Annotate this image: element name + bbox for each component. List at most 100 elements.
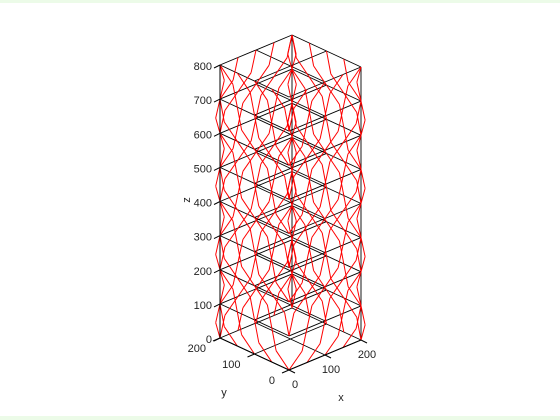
diagonal-member xyxy=(250,186,257,210)
diagonal-member xyxy=(249,296,255,320)
z-axis-tick xyxy=(213,269,221,274)
diagonal-member xyxy=(255,95,262,119)
diagonal-member xyxy=(219,269,234,290)
diagonal-member xyxy=(237,72,252,92)
z-axis-tick-label: 500 xyxy=(194,163,212,175)
diagonal-member xyxy=(242,83,257,104)
diagonal-member xyxy=(287,239,293,259)
diagonal-member xyxy=(271,123,277,147)
diagonal-member xyxy=(215,98,221,119)
diagonal-member xyxy=(291,152,297,172)
diagonal-member xyxy=(343,58,349,82)
diagonal-member xyxy=(347,203,362,223)
diagonal-member xyxy=(275,350,290,371)
diagonal-member xyxy=(295,262,310,283)
diagonal-member xyxy=(287,137,293,153)
diagonal-member xyxy=(232,125,239,149)
diagonal-member xyxy=(224,91,239,111)
diagonal-member xyxy=(304,88,310,112)
diagonal-member xyxy=(356,150,362,170)
z-axis-tick-label: 600 xyxy=(194,129,212,141)
z-axis-tick-label: 700 xyxy=(194,95,212,107)
diagonal-member xyxy=(356,286,362,307)
z-axis-tick xyxy=(213,303,221,308)
diagonal-member xyxy=(288,312,295,337)
diagonal-member xyxy=(273,292,280,316)
diagonal-member xyxy=(241,197,255,218)
diagonal-member xyxy=(306,343,321,363)
diagonal-member xyxy=(258,205,273,226)
diagonal-member xyxy=(337,108,344,132)
diagonal-member xyxy=(249,92,255,116)
diagonal-member xyxy=(308,42,315,66)
z-axis-tick xyxy=(213,98,221,103)
diagonal-member xyxy=(326,50,332,74)
diagonal-member xyxy=(338,240,345,264)
diagonal-member xyxy=(284,244,290,268)
diagonal-member xyxy=(355,305,362,329)
diagonal-member xyxy=(237,208,252,229)
diagonal-member xyxy=(273,87,280,111)
diagonal-member xyxy=(330,210,345,230)
z-axis-tick-label: 100 xyxy=(194,300,212,312)
x-axis-tick-label: 0 xyxy=(292,379,298,391)
diagonal-member xyxy=(308,281,323,302)
diagonal-member xyxy=(360,305,366,326)
diagonal-member xyxy=(260,212,275,233)
diagonal-member xyxy=(242,152,257,172)
diagonal-member xyxy=(338,309,345,333)
diagonal-member xyxy=(215,117,221,134)
diagonal-member xyxy=(291,68,306,89)
diagonal-member xyxy=(219,148,234,168)
figure-top-band xyxy=(0,0,560,3)
diagonal-member xyxy=(255,64,270,85)
diagonal-member xyxy=(219,216,234,236)
diagonal-member xyxy=(223,189,238,210)
diagonal-member xyxy=(275,145,290,166)
diagonal-member xyxy=(342,222,349,246)
diagonal-member xyxy=(273,57,288,77)
diagonal-member xyxy=(326,119,332,143)
diagonal-member xyxy=(329,210,344,231)
diagonal-member xyxy=(291,239,297,263)
diagonal-member xyxy=(287,288,293,309)
diagonal-member xyxy=(219,235,225,259)
diagonal-member xyxy=(258,137,273,158)
diagonal-member xyxy=(347,66,362,87)
diagonal-member xyxy=(324,267,339,288)
diagonal-member xyxy=(232,152,238,176)
floor-beam-y xyxy=(255,288,326,322)
diagonal-member xyxy=(291,205,297,222)
diagonal-member xyxy=(347,286,362,307)
diagonal-member xyxy=(347,271,362,291)
diagonal-member xyxy=(308,247,315,271)
diagonal-members xyxy=(215,34,366,371)
diagonal-member xyxy=(215,303,221,323)
diagonal-member xyxy=(343,297,358,318)
diagonal-member xyxy=(255,163,262,187)
diagonal-member xyxy=(342,191,357,212)
diagonal-member xyxy=(271,259,277,283)
diagonal-member xyxy=(249,160,255,184)
diagonal-member xyxy=(242,220,257,240)
diagonal-member xyxy=(356,248,362,272)
diagonal-member xyxy=(304,156,310,180)
x-axis-label: x xyxy=(338,392,344,404)
diagonal-member xyxy=(342,260,357,280)
diagonal-member xyxy=(313,270,327,291)
diagonal-member xyxy=(223,326,238,347)
diagonal-member xyxy=(242,288,257,309)
diagonal-member xyxy=(338,104,345,128)
diagonal-member xyxy=(215,186,221,202)
floor-beam-y xyxy=(255,117,326,151)
diagonal-member xyxy=(219,303,225,327)
diagonal-member xyxy=(308,111,315,135)
diagonal-member xyxy=(219,148,225,168)
diagonal-member xyxy=(360,256,366,272)
diagonal-member xyxy=(236,209,251,230)
diagonal-member xyxy=(215,167,221,187)
diagonal-member xyxy=(342,328,357,348)
diagonal-member xyxy=(291,53,297,70)
diagonal-member xyxy=(329,279,344,299)
diagonal-member xyxy=(224,296,239,316)
